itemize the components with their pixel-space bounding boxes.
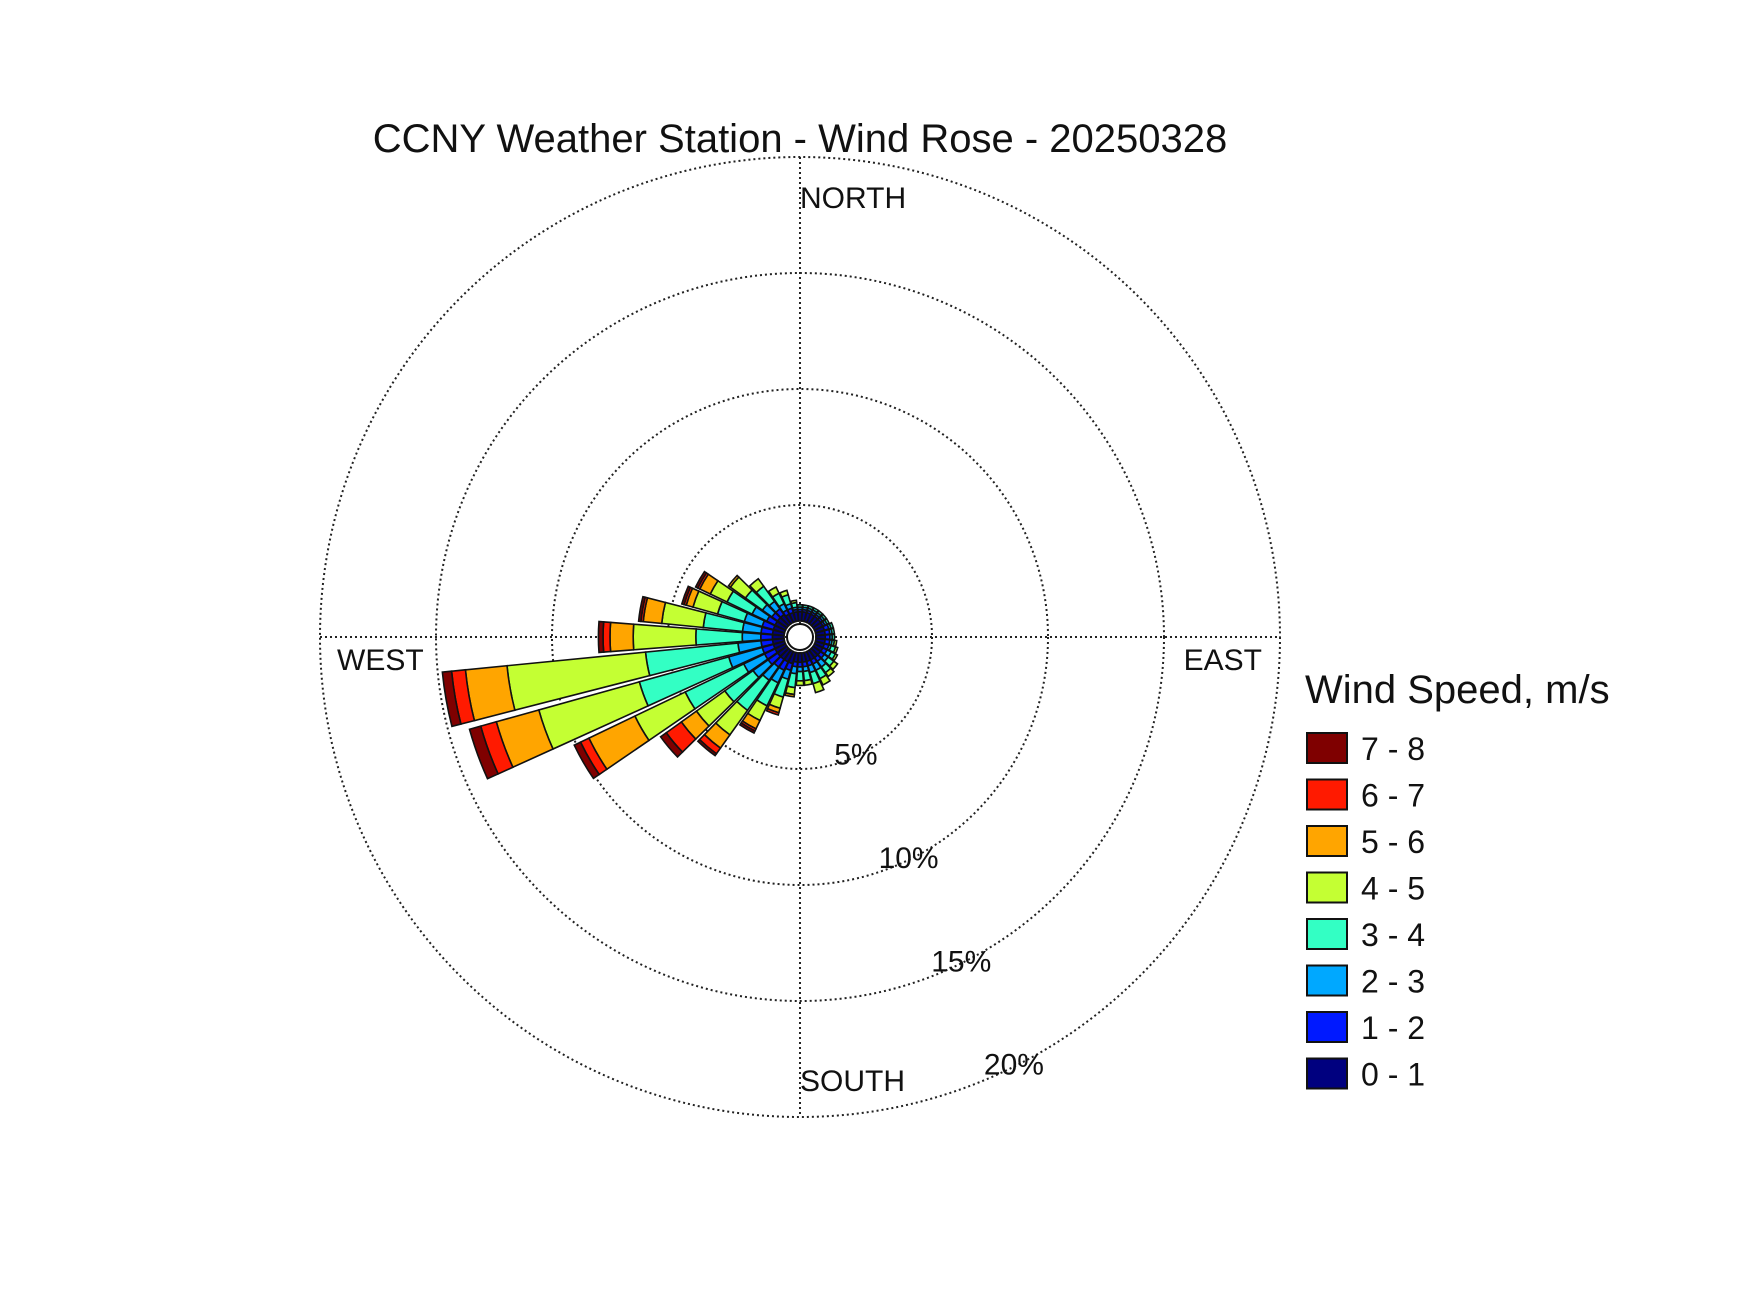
legend: Wind Speed, m/s 7 - 8 6 - 7 5 - 6 4 - 5 3 - … [1305, 668, 1610, 1093]
legend-title: Wind Speed, m/s [1305, 668, 1610, 712]
wind-petal-segment [741, 631, 762, 643]
legend-swatch [1306, 964, 1348, 997]
wind-petal-segment [828, 621, 835, 630]
wind-petal-segment [727, 574, 740, 589]
wind-petal-segment [784, 691, 796, 698]
legend-swatch [1306, 871, 1348, 904]
legend-items: 7 - 8 6 - 7 5 - 6 4 - 5 3 - 4 2 - 3 1 - 2 0 - 1 [1306, 731, 1425, 1093]
legend-label: 5 - 6 [1361, 824, 1425, 860]
wind-petals [441, 570, 839, 780]
wind-petal-segment [748, 577, 765, 594]
wind-petal-segment [803, 678, 814, 687]
wind-petal-segment [795, 670, 805, 682]
legend-label: 6 - 7 [1361, 778, 1425, 814]
legend-label: 4 - 5 [1361, 871, 1425, 907]
ring-label: 15% [931, 945, 991, 978]
wind-petal-segment [632, 623, 698, 651]
grid-ring [551, 388, 1049, 886]
wind-petal-segment [659, 731, 684, 759]
compass-label-south: SOUTH [800, 1065, 905, 1098]
wind-petal-segment [796, 603, 804, 609]
wind-petal-segment [802, 604, 809, 609]
wind-petal-segment [828, 660, 839, 671]
wind-petal-segment [789, 599, 798, 605]
wind-petal-segment [830, 627, 836, 635]
chart-title: CCNY Weather Station - Wind Rose - 20250… [373, 117, 1228, 161]
ring-label: 20% [984, 1049, 1044, 1082]
legend-label: 2 - 3 [1361, 964, 1425, 1000]
legend-label: 1 - 2 [1361, 1010, 1425, 1046]
compass-label-east: EAST [1184, 644, 1262, 677]
compass-label-west: WEST [337, 644, 424, 677]
wind-petal-segment [831, 652, 839, 662]
legend-label: 7 - 8 [1361, 731, 1425, 767]
wind-petal-segment [696, 738, 718, 757]
wind-petal-segment [832, 639, 838, 648]
ring-labels: 5% 10% 15% 20% [834, 739, 1044, 1082]
legend-label: 3 - 4 [1361, 917, 1425, 953]
wind-petal-segment [738, 721, 757, 735]
ring-label: 10% [879, 842, 939, 875]
wind-petal-segment [468, 725, 500, 780]
wind-petal-segment [767, 585, 781, 599]
legend-swatch [1306, 918, 1348, 950]
wind-petal-segment [609, 621, 635, 653]
wind-petal-segment [811, 606, 820, 614]
legend-swatch [1306, 825, 1348, 857]
wind-petal-segment [812, 680, 825, 694]
calm-center-circle [786, 623, 814, 651]
wind-petal-segment [680, 585, 692, 606]
ring-label: 5% [834, 739, 877, 772]
wind-petal-segment [694, 570, 708, 590]
wind-petal-segment [573, 741, 601, 780]
legend-swatch [1306, 732, 1348, 764]
wind-petal-segment [820, 613, 828, 621]
wind-petal-segment [823, 617, 831, 626]
wind-petal-segment [597, 620, 605, 654]
legend-swatch [1306, 1011, 1348, 1043]
wind-petal-segment [832, 645, 839, 655]
wind-petal-segment [637, 595, 647, 623]
wind-petal-segment [818, 673, 832, 686]
wind-petal-segment [831, 633, 836, 641]
wind-petal-segment [807, 604, 815, 611]
wind-petal-segment [765, 707, 780, 716]
wind-petal-segment [778, 589, 790, 599]
legend-label: 0 - 1 [1361, 1057, 1425, 1093]
grid-ring [435, 272, 1165, 1002]
legend-swatch [1306, 778, 1348, 811]
wind-petal-segment [602, 621, 612, 653]
wind-petal-segment [795, 679, 805, 687]
wind-petal-segment [824, 667, 836, 678]
wind-petal-segment [441, 670, 462, 728]
wind-petal-segment [816, 609, 824, 617]
compass-label-north: NORTH [800, 182, 906, 215]
legend-swatch [1306, 1057, 1348, 1090]
